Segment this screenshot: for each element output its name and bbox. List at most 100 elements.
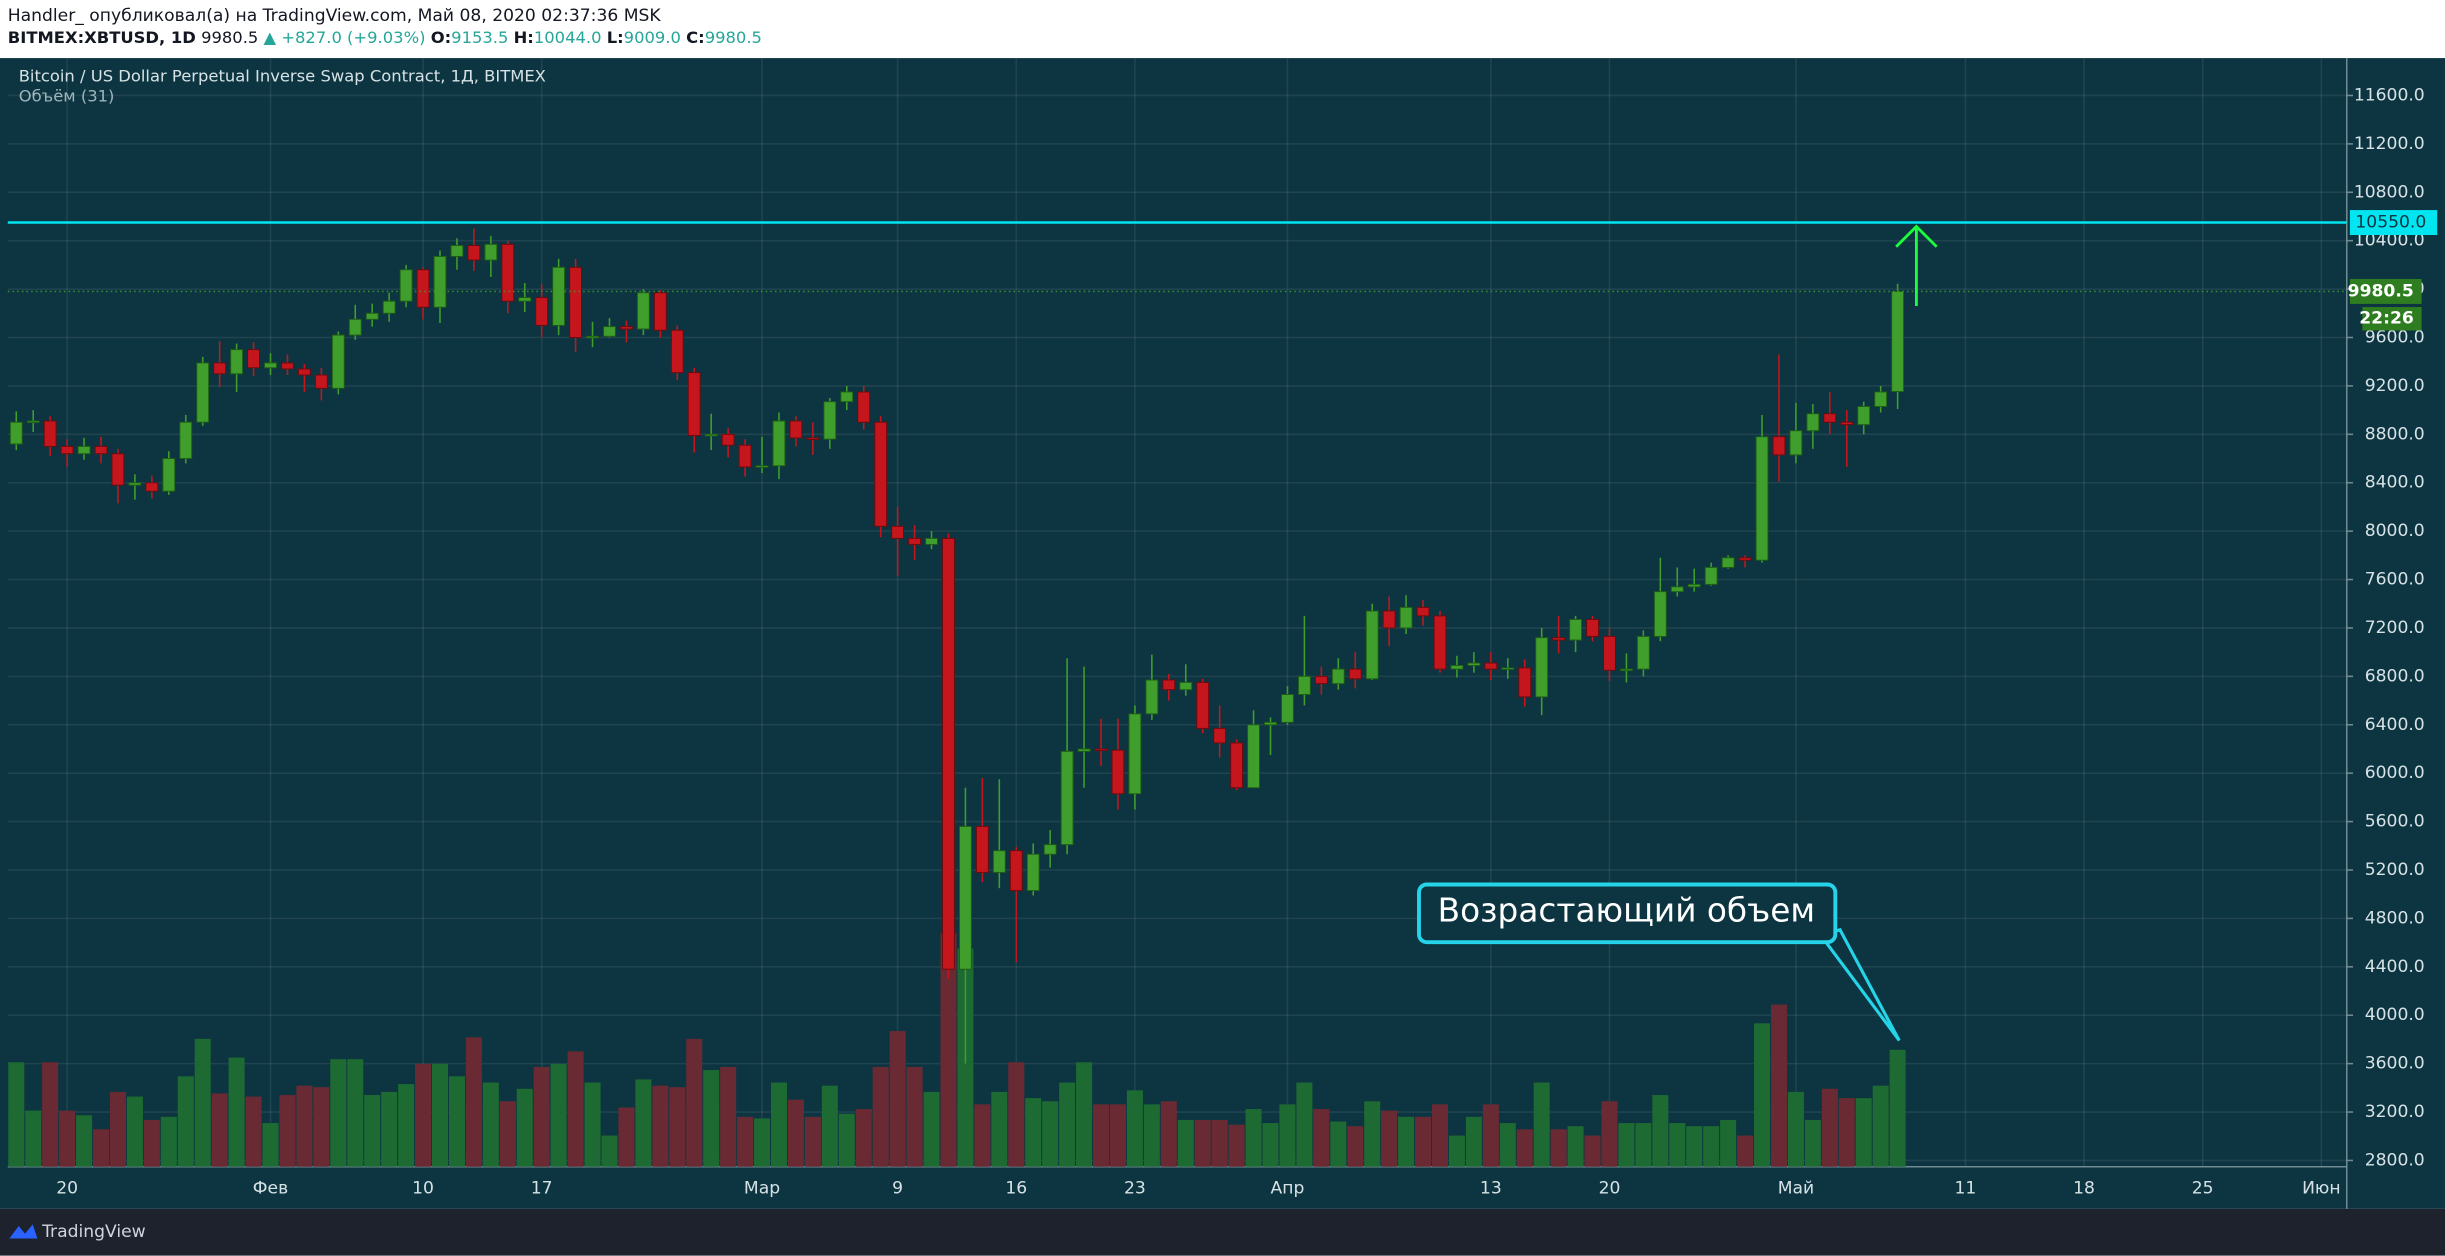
volume-bar [584,1082,601,1167]
x-tick-label: Фев [253,1179,288,1199]
candle-body [1213,727,1227,744]
candle-body [348,318,362,336]
ohlc-value: 9153.5 [451,27,508,46]
candle-body [772,420,786,467]
volume-bar [1126,1090,1143,1167]
y-tick-label: 7600.0 [2365,570,2425,590]
candle-body [1297,675,1311,695]
x-tick-label: Апр [1271,1179,1305,1199]
volume-bar [431,1063,449,1167]
candle-body [586,335,599,339]
candle-body [636,292,650,330]
candle-body [1501,667,1515,670]
candle-body [196,362,210,423]
candle-body [1162,679,1176,691]
candle-body [179,421,193,459]
last-price-label: 9980.5 [2348,281,2414,301]
candle-body [1382,610,1396,629]
x-tick-label: 11 [1955,1179,1977,1199]
ohlc-label: L: [607,27,624,46]
x-tick-label: Июн [2302,1179,2340,1199]
volume-bar [1720,1119,1737,1167]
candle-body [1772,436,1786,456]
volume-bar [838,1113,855,1167]
volume-bar [737,1116,754,1167]
candle-body [247,349,260,369]
volume-bar [1160,1101,1177,1167]
candle-body [603,326,616,337]
volume-bar [1533,1082,1550,1167]
price: 9980.5 [201,27,258,46]
volume-bar [804,1116,821,1167]
level-label: 10550.0 [2355,213,2426,233]
volume-bar [940,932,957,1167]
volume-bar [787,1099,804,1167]
volume-bar [1211,1119,1228,1167]
x-tick-label: 10 [412,1179,434,1199]
x-tick-label: 20 [56,1179,78,1199]
candle-body [433,255,447,308]
x-tick-label: 23 [1124,1179,1146,1199]
volume-bar [1347,1126,1364,1167]
volume-bar [1448,1135,1465,1167]
change: ▲ +827.0 (+9.03%) [264,27,426,46]
volume-bar [330,1059,347,1167]
candle-body [959,825,972,970]
volume-bar [567,1051,584,1167]
volume-bar [635,1079,652,1167]
volume-bar [1482,1104,1499,1167]
volume-bar [1296,1082,1313,1167]
volume-bar [652,1085,669,1167]
y-tick-label: 11200.0 [2354,134,2425,154]
candle-body [281,362,294,370]
y-tick-label: 7200.0 [2365,618,2425,638]
candle-body [416,269,430,308]
candle-body [1620,668,1633,672]
candle-body [1484,662,1498,670]
x-tick-label: 16 [1005,1179,1027,1199]
volume-bar [516,1088,533,1167]
volume-bar [1601,1101,1618,1167]
volume-bar [991,1091,1008,1167]
volume-bar [754,1118,771,1167]
volume-bar [1059,1082,1076,1167]
candle-body [620,326,633,330]
symbol-line: BITMEX:XBTUSD, 1D 9980.5 ▲ +827.0 (+9.03… [8,27,762,46]
candle-body [1264,721,1277,726]
y-tick-label: 11600.0 [2354,85,2425,105]
volume-bar [415,1063,432,1167]
candle-body [1365,610,1379,680]
candle-body [484,243,498,261]
candle-body [382,300,396,314]
candle-body [1043,844,1057,855]
volume-bar [59,1110,76,1167]
volume-bar [770,1082,787,1167]
y-tick-label: 8400.0 [2365,473,2425,493]
candle-body [806,437,820,440]
volume-bar [499,1101,516,1167]
volume-bar [228,1057,245,1167]
candle-body [314,374,328,389]
y-tick-label: 6800.0 [2365,666,2425,686]
candle-body [1026,853,1040,892]
volume-bar [1855,1098,1872,1167]
candle-body [891,525,905,539]
volume-bar [1431,1104,1448,1167]
candle-body [535,297,549,326]
volume-bar [1398,1116,1415,1167]
candle-body [1467,662,1481,666]
volume-bar [1703,1126,1720,1167]
volume-bar [1787,1091,1804,1167]
volume-bar [855,1109,872,1167]
candle-body [1891,290,1905,393]
volume-bar [1737,1135,1754,1167]
volume-bar [1228,1124,1245,1167]
candle-body [94,445,108,455]
volume-bar [262,1123,279,1167]
candle-body [738,444,752,468]
volume-bar [1821,1088,1838,1167]
y-tick-label: 9200.0 [2365,376,2425,396]
candle-body [60,445,74,455]
candle-body [1314,675,1328,685]
